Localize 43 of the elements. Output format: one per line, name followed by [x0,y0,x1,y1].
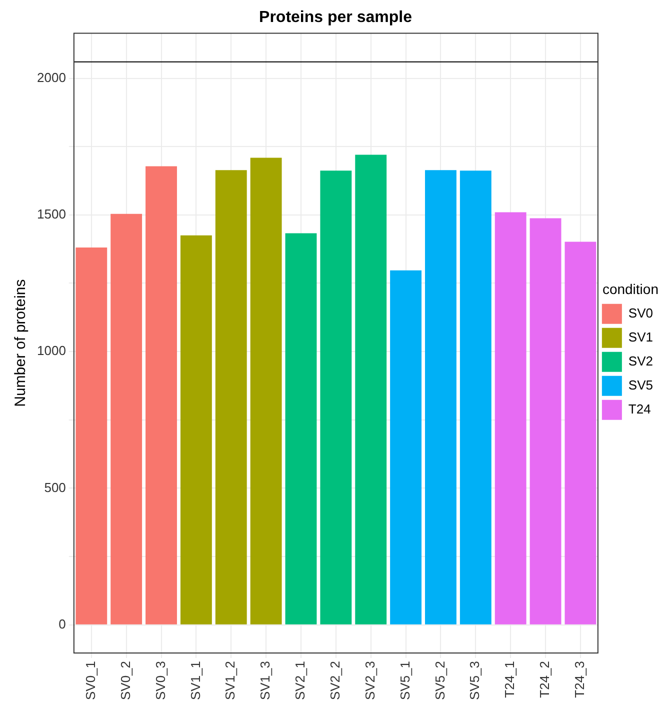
bar [146,166,177,624]
legend-label: T24 [628,401,651,416]
bar [320,170,352,624]
legend-title: condition [602,280,658,297]
bar [530,218,562,624]
bar [250,158,282,624]
x-tick-label: SV1_3 [258,660,273,700]
x-tick-label: SV2_2 [328,660,342,700]
y-tick-label: 1500 [37,206,66,222]
bar [494,212,526,624]
x-tick-label: T24_3 [572,660,588,698]
legend-label: SV0 [628,305,654,320]
x-tick-label: SV1_1 [188,660,203,700]
bar [180,235,212,624]
x-tick-label: SV0_1 [82,660,98,700]
legend-label: SV2 [628,353,654,368]
legend-label: SV5 [628,377,654,392]
y-tick-label: 500 [44,480,66,495]
x-tick-label: T24_1 [502,660,518,698]
x-tick-label: SV5_1 [397,660,412,700]
bar [215,170,247,624]
x-tick-label: T24_2 [537,660,552,698]
y-tick-label: 2000 [37,70,66,85]
bar [460,170,492,624]
x-tick-label: SV2_1 [292,660,308,700]
bar [425,170,456,624]
x-tick-label: SV1_2 [222,660,238,700]
bar [564,242,596,624]
y-tick-label: 1000 [37,343,66,358]
legend-label: SV1 [628,329,654,344]
x-tick-label: SV0_2 [118,660,133,700]
x-tick-label: SV5_2 [432,660,448,700]
bar [355,154,387,624]
x-tick-label: SV2_3 [362,660,378,700]
bar [285,233,317,624]
bar [76,247,108,624]
x-tick-label: SV0_3 [152,660,168,700]
y-axis-title: Number of proteins [12,279,30,407]
bar [110,214,142,624]
y-tick-label: 0 [58,616,66,632]
chart-title: Proteins per sample [259,9,412,26]
bar [390,270,422,624]
x-tick-label: SV5_3 [467,660,482,700]
